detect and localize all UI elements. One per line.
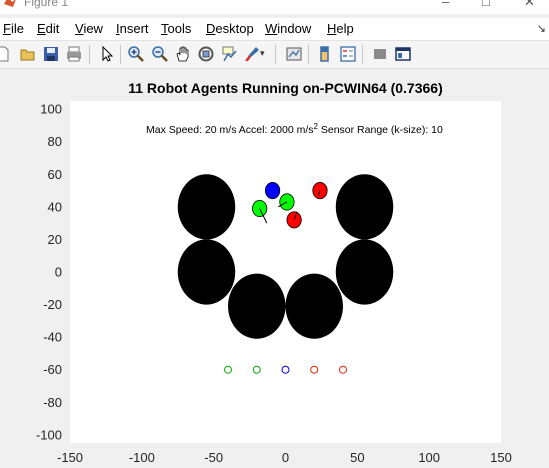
y-tick-label: 20	[48, 232, 62, 247]
toolbar-separator	[120, 45, 121, 64]
x-tick-label: -100	[129, 450, 155, 465]
x-tick-label: 100	[418, 450, 440, 465]
brush-icon[interactable]	[243, 45, 261, 63]
menu-desktop[interactable]: Desktop	[206, 21, 254, 36]
agent-blue	[264, 182, 281, 200]
menu-view[interactable]: View	[75, 21, 103, 36]
zoom-out-icon[interactable]	[151, 45, 169, 63]
insert-legend-icon[interactable]	[339, 45, 357, 63]
x-tick-label: 50	[350, 450, 364, 465]
y-tick-label: -100	[36, 427, 62, 442]
edit-plot-arrow-icon[interactable]	[98, 45, 116, 63]
target-marker	[224, 365, 233, 374]
menu-insert[interactable]: Insert	[116, 21, 149, 36]
close-button[interactable]: ✕	[524, 0, 535, 9]
pan-hand-icon[interactable]	[174, 45, 192, 63]
agent-green	[279, 193, 295, 211]
figure-canvas[interactable]: -150 -100 -50 0 50 100 150 100 80 60 40 20 0 -20 -40 -6…	[0, 69, 549, 468]
y-tick-label: 60	[48, 167, 62, 182]
maximize-button[interactable]: □	[482, 0, 490, 9]
annotation-superscript: 2	[314, 122, 319, 131]
obstacle-circle	[177, 174, 236, 240]
target-marker	[281, 365, 290, 374]
x-tick-label: -150	[57, 450, 83, 465]
plot-canvas[interactable]: -150 -100 -50 0 50 100 150 100 80 60 40 20 0 -20 -40 -6…	[0, 69, 549, 468]
obstacle-circle	[177, 239, 236, 305]
window-title: Figure 1	[24, 0, 69, 9]
agent-heading-line	[278, 201, 288, 208]
toolbar-separator	[308, 45, 309, 64]
tick-layer: -150 -100 -50 0 50 100 150 100 80 60 40 20 0 -20 -40 -6…	[36, 102, 512, 465]
y-tick-label: -40	[43, 330, 62, 345]
y-tick-label: 100	[40, 102, 62, 117]
y-tick-label: -60	[43, 362, 62, 377]
toolbar-separator	[89, 45, 90, 64]
matlab-logo-icon	[4, 0, 16, 7]
y-tick-label: -80	[43, 395, 62, 410]
print-figure-icon[interactable]	[65, 45, 83, 63]
minimize-button[interactable]: –	[442, 0, 450, 9]
new-figure-icon[interactable]	[0, 45, 12, 63]
toolbar-separator	[275, 45, 276, 64]
brush-dropdown-arrow-icon[interactable]: ▾	[260, 48, 265, 58]
annotation-prefix: Max Speed: 20 m/s Accel: 2000 m/s	[146, 124, 314, 136]
dock-arrow-icon[interactable]: ↘	[536, 23, 546, 35]
menu-bar: File Edit View Insert Tools Desktop Wind…	[0, 18, 549, 41]
figure-toolbar: ▾	[0, 41, 549, 69]
axes-background[interactable]	[70, 101, 501, 443]
chart-annotation: Max Speed: 20 m/s Accel: 2000 m/s2 Senso…	[146, 122, 443, 136]
obstacle-circle	[285, 273, 343, 339]
annotation-suffix: Sensor Range (k-size): 10	[318, 124, 443, 136]
agent-layer	[252, 182, 328, 229]
agent-heading-line	[259, 208, 268, 224]
agent-heading-line	[293, 211, 298, 221]
x-tick-label: -50	[204, 450, 223, 465]
y-tick-label: 40	[48, 199, 62, 214]
agent-heading-line	[318, 190, 321, 196]
target-marker	[252, 365, 261, 374]
menu-window[interactable]: Window	[265, 21, 312, 36]
show-plot-tools-icon[interactable]	[394, 45, 412, 63]
menu-tools[interactable]: Tools	[161, 21, 192, 36]
obstacle-circle	[335, 239, 394, 305]
window-title-bar: Figure 1 – □ ✕	[0, 0, 549, 14]
chart-title: 11 Robot Agents Running on-PCWIN64 (0.73…	[128, 80, 443, 96]
obstacle-layer	[177, 174, 394, 339]
rotate-3d-icon[interactable]	[197, 45, 215, 63]
open-file-icon[interactable]	[19, 45, 37, 63]
obstacle-circle	[335, 174, 394, 240]
link-plot-icon[interactable]	[285, 45, 303, 63]
toolbar-separator	[362, 45, 363, 64]
x-tick-label: 150	[490, 450, 512, 465]
y-tick-label: 0	[55, 265, 62, 280]
data-cursor-icon[interactable]	[220, 45, 238, 63]
zoom-in-icon[interactable]	[127, 45, 145, 63]
target-marker	[338, 365, 347, 374]
x-tick-label: 0	[282, 450, 289, 465]
save-figure-icon[interactable]	[42, 45, 60, 63]
hide-plot-tools-icon[interactable]	[371, 45, 389, 63]
menu-help[interactable]: Help	[327, 21, 354, 36]
target-marker	[310, 365, 319, 374]
menu-file[interactable]: File	[3, 21, 24, 36]
y-tick-label: -20	[43, 297, 62, 312]
menu-edit[interactable]: Edit	[37, 21, 60, 36]
insert-colorbar-icon[interactable]	[316, 45, 334, 63]
agent-red	[312, 182, 328, 200]
obstacle-circle	[228, 273, 286, 339]
y-tick-label: 80	[48, 134, 62, 149]
target-layer	[224, 365, 347, 374]
